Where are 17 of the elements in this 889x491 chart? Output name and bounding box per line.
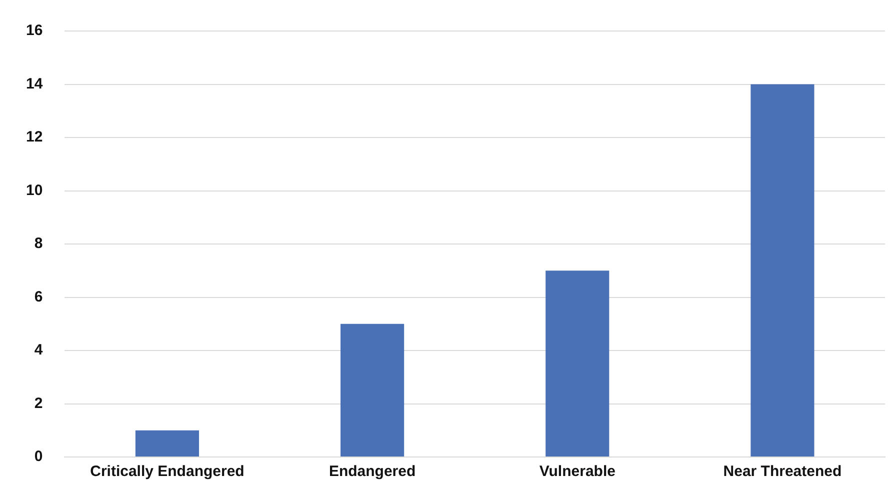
y-tick-label: 2 <box>34 394 43 412</box>
y-tick-label: 0 <box>34 448 43 466</box>
bar <box>546 270 610 456</box>
y-tick-label: 6 <box>34 288 43 306</box>
x-tick-label: Critically Endangered <box>90 463 244 480</box>
y-tick-label: 14 <box>26 75 44 92</box>
y-tick-label: 12 <box>26 128 43 146</box>
x-tick-label: Vulnerable <box>539 463 616 480</box>
x-tick-label: Near Threatened <box>723 463 842 480</box>
y-tick-label: 10 <box>26 182 43 199</box>
x-tick-label: Endangered <box>328 463 416 480</box>
bar <box>135 430 200 456</box>
y-tick-label: 4 <box>34 342 44 359</box>
bar <box>340 324 404 456</box>
y-tick-label: 16 <box>26 22 43 40</box>
bar <box>750 84 814 456</box>
y-tick-label: 8 <box>34 235 43 252</box>
